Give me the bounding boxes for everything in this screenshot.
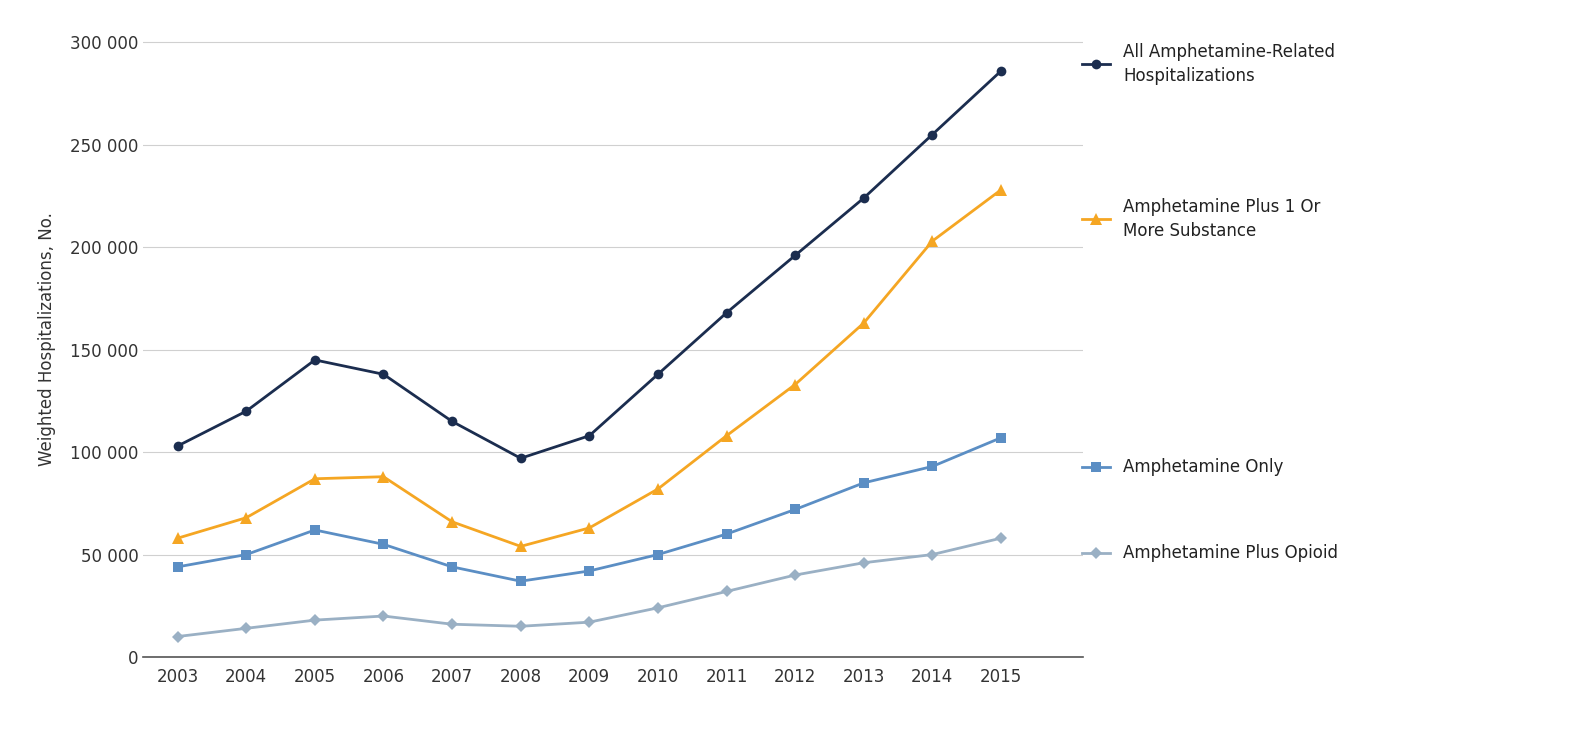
- Amphetamine Only: [443, 563, 462, 572]
- Amphetamine Plus Opioid: [169, 632, 188, 641]
- Text: Amphetamine Plus 1 Or
More Substance: Amphetamine Plus 1 Or More Substance: [1123, 199, 1321, 240]
- Amphetamine Only: [991, 434, 1010, 442]
- Amphetamine Only: [648, 550, 667, 559]
- All Amphetamine-Related
Hospitalizations: [237, 407, 256, 415]
- All Amphetamine-Related
Hospitalizations: [717, 309, 736, 318]
- Amphetamine Plus 1 Or
More Substance: [169, 534, 188, 542]
- All Amphetamine-Related
Hospitalizations: [922, 130, 941, 139]
- Amphetamine Only: [717, 530, 736, 539]
- All Amphetamine-Related
Hospitalizations: [443, 417, 462, 426]
- Line: All Amphetamine-Related
Hospitalizations: All Amphetamine-Related Hospitalizations: [172, 66, 1005, 463]
- Amphetamine Only: [374, 540, 393, 549]
- Amphetamine Plus 1 Or
More Substance: [785, 380, 804, 389]
- Amphetamine Plus Opioid: [922, 550, 941, 559]
- Amphetamine Plus Opioid: [854, 558, 873, 567]
- Amphetamine Plus Opioid: [991, 534, 1010, 542]
- Text: Amphetamine Only: Amphetamine Only: [1123, 458, 1284, 476]
- Amphetamine Only: [580, 566, 599, 575]
- Amphetamine Only: [237, 550, 256, 559]
- Amphetamine Only: [922, 462, 941, 471]
- Text: All Amphetamine-Related
Hospitalizations: All Amphetamine-Related Hospitalizations: [1123, 43, 1335, 85]
- Amphetamine Plus Opioid: [717, 587, 736, 596]
- Amphetamine Plus Opioid: [785, 571, 804, 580]
- Amphetamine Plus 1 Or
More Substance: [648, 485, 667, 493]
- Amphetamine Plus 1 Or
More Substance: [717, 431, 736, 440]
- Amphetamine Plus 1 Or
More Substance: [306, 474, 325, 483]
- Amphetamine Plus Opioid: [511, 622, 530, 631]
- All Amphetamine-Related
Hospitalizations: [580, 431, 599, 440]
- Amphetamine Plus 1 Or
More Substance: [374, 472, 393, 481]
- Amphetamine Only: [306, 526, 325, 534]
- Amphetamine Plus Opioid: [374, 612, 393, 620]
- All Amphetamine-Related
Hospitalizations: [511, 454, 530, 463]
- Amphetamine Plus Opioid: [648, 604, 667, 612]
- Y-axis label: Weighted Hospitalizations, No.: Weighted Hospitalizations, No.: [38, 212, 56, 466]
- Amphetamine Plus 1 Or
More Substance: [580, 523, 599, 532]
- Amphetamine Only: [511, 577, 530, 585]
- Amphetamine Plus 1 Or
More Substance: [443, 518, 462, 526]
- Amphetamine Plus 1 Or
More Substance: [922, 237, 941, 245]
- All Amphetamine-Related
Hospitalizations: [991, 66, 1010, 75]
- Amphetamine Plus Opioid: [443, 620, 462, 629]
- Amphetamine Only: [785, 505, 804, 514]
- Amphetamine Plus Opioid: [237, 624, 256, 633]
- Amphetamine Plus Opioid: [580, 618, 599, 626]
- Amphetamine Only: [854, 478, 873, 487]
- All Amphetamine-Related
Hospitalizations: [169, 442, 188, 450]
- Line: Amphetamine Plus Opioid: Amphetamine Plus Opioid: [174, 534, 1005, 641]
- Amphetamine Plus Opioid: [306, 615, 325, 624]
- All Amphetamine-Related
Hospitalizations: [785, 251, 804, 260]
- Amphetamine Plus 1 Or
More Substance: [237, 513, 256, 522]
- Amphetamine Plus 1 Or
More Substance: [854, 319, 873, 328]
- Amphetamine Only: [169, 563, 188, 572]
- Amphetamine Plus 1 Or
More Substance: [991, 185, 1010, 194]
- All Amphetamine-Related
Hospitalizations: [374, 370, 393, 379]
- Line: Amphetamine Plus 1 Or
More Substance: Amphetamine Plus 1 Or More Substance: [172, 184, 1007, 553]
- Text: Amphetamine Plus Opioid: Amphetamine Plus Opioid: [1123, 544, 1338, 562]
- All Amphetamine-Related
Hospitalizations: [306, 356, 325, 364]
- All Amphetamine-Related
Hospitalizations: [854, 193, 873, 202]
- All Amphetamine-Related
Hospitalizations: [648, 370, 667, 379]
- Line: Amphetamine Only: Amphetamine Only: [172, 433, 1005, 586]
- Amphetamine Plus 1 Or
More Substance: [511, 542, 530, 550]
